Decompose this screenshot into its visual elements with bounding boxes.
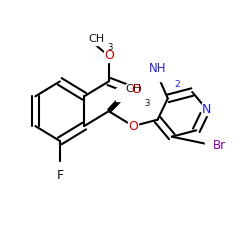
Bar: [104, 50, 114, 62]
Text: F: F: [56, 168, 64, 181]
Bar: [202, 103, 211, 116]
Text: O: O: [104, 50, 114, 62]
Bar: [128, 120, 138, 132]
Text: Br: Br: [212, 139, 226, 152]
Text: O: O: [131, 84, 141, 96]
Text: CH: CH: [88, 34, 104, 44]
Bar: [116, 88, 134, 101]
Bar: [148, 69, 168, 82]
Bar: [79, 32, 98, 45]
Text: CH: CH: [125, 84, 141, 94]
Text: N: N: [202, 102, 211, 116]
Bar: [126, 84, 136, 96]
Text: 3: 3: [107, 43, 113, 52]
Text: 3: 3: [144, 99, 150, 108]
Bar: [55, 162, 64, 175]
Bar: [205, 139, 220, 151]
Text: O: O: [128, 120, 138, 132]
Text: NH: NH: [149, 62, 166, 75]
Text: 2: 2: [174, 80, 180, 89]
